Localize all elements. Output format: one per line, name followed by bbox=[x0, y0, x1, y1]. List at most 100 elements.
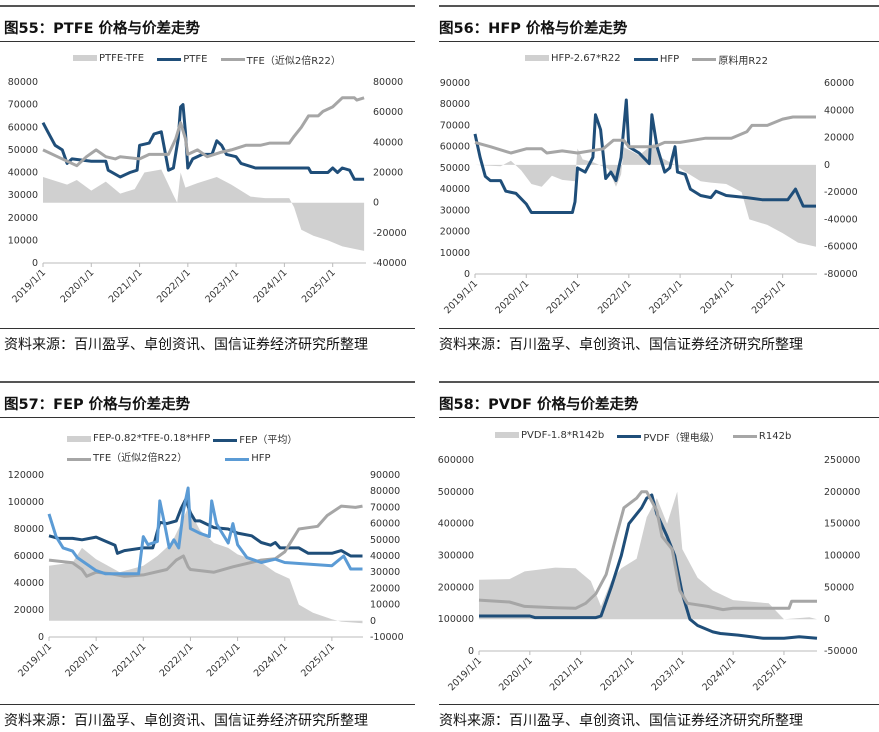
title-divider bbox=[439, 417, 879, 418]
legend-item: HFP bbox=[633, 54, 679, 65]
right-axis-tick-label: 60000 bbox=[824, 78, 854, 89]
right-axis-tick-label: -40000 bbox=[824, 214, 858, 225]
left-axis-tick-label: 0 bbox=[32, 258, 38, 269]
chart-panel-pvdf: 图58：PVDF 价格与价差走势 PVDF-1.8*R142b PVDF（锂电级… bbox=[438, 380, 879, 732]
right-axis-tick-label: 40000 bbox=[824, 105, 854, 116]
right-axis-tick-label: 10000 bbox=[370, 600, 400, 611]
series-line bbox=[48, 504, 363, 578]
right-axis-tick-label: -20000 bbox=[373, 228, 407, 239]
left-axis-tick-label: 20000 bbox=[440, 227, 470, 238]
right-axis-tick-label: 200000 bbox=[824, 487, 860, 498]
legend-item: PVDF（锂电级） bbox=[617, 429, 720, 444]
legend-item: PTFE-TFE bbox=[73, 53, 144, 64]
legend-item: PVDF-1.8*R142b bbox=[495, 430, 604, 441]
left-axis-tick-label: 20000 bbox=[8, 213, 38, 224]
legend-label: TFE（近似2倍R22） bbox=[93, 453, 188, 464]
right-axis-tick-label: 150000 bbox=[824, 519, 860, 530]
x-tick-label: 2023/1/1 bbox=[647, 278, 685, 316]
legend-item: FEP-0.82*TFE-0.18*HFP bbox=[67, 430, 210, 448]
x-tick-label: 2022/1/1 bbox=[155, 267, 193, 305]
legend-item: TFE（近似2倍R22） bbox=[67, 450, 212, 468]
left-axis-tick-label: 500000 bbox=[438, 487, 474, 498]
legend-swatch bbox=[525, 55, 549, 61]
chart-title: 图57：FEP 价格与价差走势 bbox=[4, 397, 191, 413]
left-axis-tick-label: 120000 bbox=[8, 470, 44, 481]
x-tick-label: 2024/1/1 bbox=[252, 267, 290, 305]
x-tick-label: 2021/1/1 bbox=[548, 655, 586, 693]
legend-label: FEP-0.82*TFE-0.18*HFP bbox=[93, 433, 211, 444]
right-axis-tick-label: -60000 bbox=[824, 242, 858, 253]
left-axis-tick-label: 50000 bbox=[8, 145, 38, 156]
chart-panel-ptfe: 图55：PTFE 价格与价差走势 PTFE-TFE PTFE TFE（近似2倍R… bbox=[0, 0, 415, 360]
legend-swatch bbox=[67, 457, 91, 461]
chart-legend: HFP-2.67*R22 HFP 原料用R22 bbox=[525, 52, 778, 67]
chart-legend: PTFE-TFE PTFE TFE（近似2倍R22） bbox=[73, 52, 351, 67]
title-divider bbox=[0, 41, 415, 42]
left-axis-tick-label: 30000 bbox=[8, 190, 38, 201]
legend-swatch bbox=[213, 439, 238, 442]
legend-swatch bbox=[617, 435, 642, 438]
legend-swatch bbox=[732, 435, 757, 438]
top-divider bbox=[0, 5, 415, 7]
chart-legend: FEP-0.82*TFE-0.18*HFP FEP（平均） TFE（近似2倍R2… bbox=[67, 430, 307, 468]
legend-item: 原料用R22 bbox=[692, 52, 768, 67]
left-axis-tick-label: 90000 bbox=[440, 78, 470, 89]
right-axis-tick-label: 60000 bbox=[370, 519, 400, 530]
chart-plot: 2019/1/1 2020/1/1 2021/1/1 2022/1/1 2023/1/1… bbox=[438, 455, 861, 693]
top-divider bbox=[439, 5, 879, 7]
right-axis-tick-label: 90000 bbox=[370, 470, 400, 481]
top-divider bbox=[439, 381, 879, 383]
right-axis-tick-label: 20000 bbox=[373, 168, 403, 179]
left-axis-tick-label: 80000 bbox=[8, 77, 38, 88]
left-axis-tick-label: 40000 bbox=[14, 578, 44, 589]
x-tick-label: 2022/1/1 bbox=[596, 278, 634, 316]
x-tick-label: 2019/1/1 bbox=[442, 278, 480, 316]
legend-item: PTFE bbox=[157, 54, 207, 65]
legend-label: PVDF（锂电级） bbox=[643, 433, 720, 444]
left-axis-tick-label: 80000 bbox=[14, 524, 44, 535]
legend-swatch bbox=[73, 55, 97, 61]
x-tick-label: 2025/1/1 bbox=[300, 267, 338, 305]
title-divider bbox=[439, 41, 879, 42]
right-axis-tick-label: -20000 bbox=[824, 187, 858, 198]
left-axis-tick-label: 300000 bbox=[438, 551, 474, 562]
series-line bbox=[479, 493, 818, 640]
right-axis-tick-label: 20000 bbox=[824, 133, 854, 144]
legend-label: R142b bbox=[758, 431, 792, 442]
right-axis-tick-label: 40000 bbox=[373, 137, 403, 148]
right-axis-tick-label: 80000 bbox=[370, 486, 400, 497]
left-axis-tick-label: 0 bbox=[38, 632, 44, 643]
x-tick-label: 2020/1/1 bbox=[58, 267, 96, 305]
legend-swatch bbox=[67, 436, 91, 442]
legend-swatch bbox=[633, 58, 658, 61]
left-axis-tick-label: 100000 bbox=[438, 614, 474, 625]
right-axis-tick-label: -40000 bbox=[373, 258, 407, 269]
series-area bbox=[43, 169, 365, 251]
right-axis-tick-label: 70000 bbox=[370, 502, 400, 513]
left-axis-tick-label: 40000 bbox=[8, 168, 38, 179]
series-line bbox=[42, 96, 365, 168]
x-tick-label: 2019/1/1 bbox=[16, 641, 54, 679]
x-tick-label: 2023/1/1 bbox=[205, 641, 243, 679]
series-line bbox=[474, 115, 816, 155]
x-tick-label: 2021/1/1 bbox=[110, 641, 148, 679]
legend-item: R142b bbox=[732, 431, 792, 442]
left-axis-tick-label: 50000 bbox=[440, 163, 470, 174]
x-tick-label: 2022/1/1 bbox=[158, 641, 196, 679]
x-tick-label: 2019/1/1 bbox=[446, 655, 484, 693]
chart-plot: 2019/1/1 2020/1/1 2021/1/1 2022/1/1 2023/1/1… bbox=[440, 78, 858, 316]
left-axis-tick-label: 60000 bbox=[440, 142, 470, 153]
right-axis-tick-label: 50000 bbox=[370, 535, 400, 546]
legend-item: HFP-2.67*R22 bbox=[525, 53, 621, 64]
legend-label: PVDF-1.8*R142b bbox=[521, 429, 605, 441]
right-axis-tick-label: 60000 bbox=[373, 107, 403, 118]
chart-panel-fep: 图57：FEP 价格与价差走势 FEP-0.82*TFE-0.18*HFP FE… bbox=[0, 380, 415, 732]
chart-title: 图58：PVDF 价格与价差走势 bbox=[439, 397, 639, 413]
right-axis-tick-label: 50000 bbox=[824, 582, 854, 593]
legend-label: HFP bbox=[251, 453, 271, 464]
source-note: 资料来源：百川盈孚、卓创资讯、国信证券经济研究所整理 bbox=[4, 337, 368, 353]
right-axis-tick-label: 0 bbox=[824, 614, 830, 625]
x-tick-label: 2024/1/1 bbox=[700, 655, 738, 693]
x-tick-label: 2021/1/1 bbox=[545, 278, 583, 316]
x-tick-label: 2023/1/1 bbox=[649, 655, 687, 693]
